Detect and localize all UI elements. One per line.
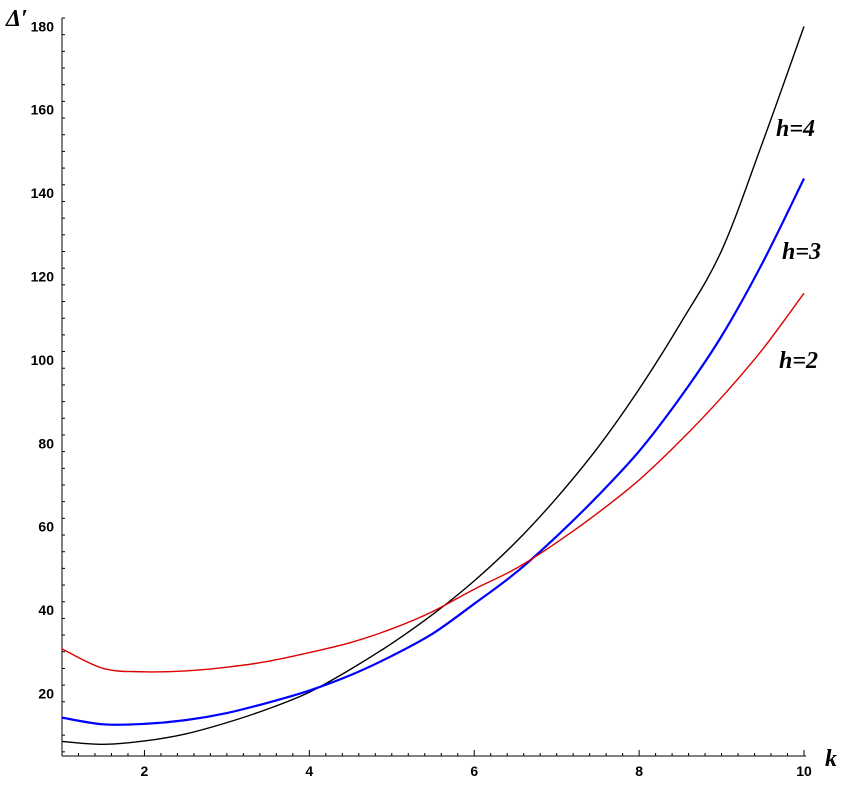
- series-line-h=3: [61, 178, 805, 726]
- y-axis-title: Δ′: [5, 6, 28, 32]
- series-labels: h=4 h=3 h=2: [776, 116, 821, 374]
- y-tick-label: 120: [31, 269, 55, 285]
- y-tick-label: 140: [31, 185, 55, 201]
- series-label-h=4: h=4: [776, 116, 815, 142]
- x-tick-label: 2: [141, 763, 149, 779]
- series-label-h=2: h=2: [779, 348, 818, 374]
- y-tick-label: 100: [31, 352, 55, 368]
- series-lines: [61, 26, 805, 746]
- x-tick-label: 8: [635, 763, 643, 779]
- x-tick-label: 10: [796, 763, 812, 779]
- y-tick-label: 20: [38, 685, 54, 701]
- x-tick-label: 4: [305, 763, 313, 779]
- y-tick-label: 160: [31, 102, 55, 118]
- x-ticks: 2 4 6 8 10: [61, 750, 812, 779]
- y-tick-label: 180: [31, 18, 55, 34]
- y-tick-label: 80: [38, 435, 54, 451]
- x-axis-title: k: [825, 746, 837, 772]
- y-tick-label: 60: [38, 519, 54, 535]
- series-label-h=3: h=3: [782, 239, 821, 265]
- axes: [61, 18, 806, 757]
- y-tick-label: 40: [38, 602, 54, 618]
- series-line-h=4: [61, 26, 805, 746]
- x-tick-label: 6: [470, 763, 478, 779]
- series-line-h=2: [61, 292, 805, 673]
- y-ticks: 20 40 60 80 100 120 140 160 180: [31, 17, 65, 753]
